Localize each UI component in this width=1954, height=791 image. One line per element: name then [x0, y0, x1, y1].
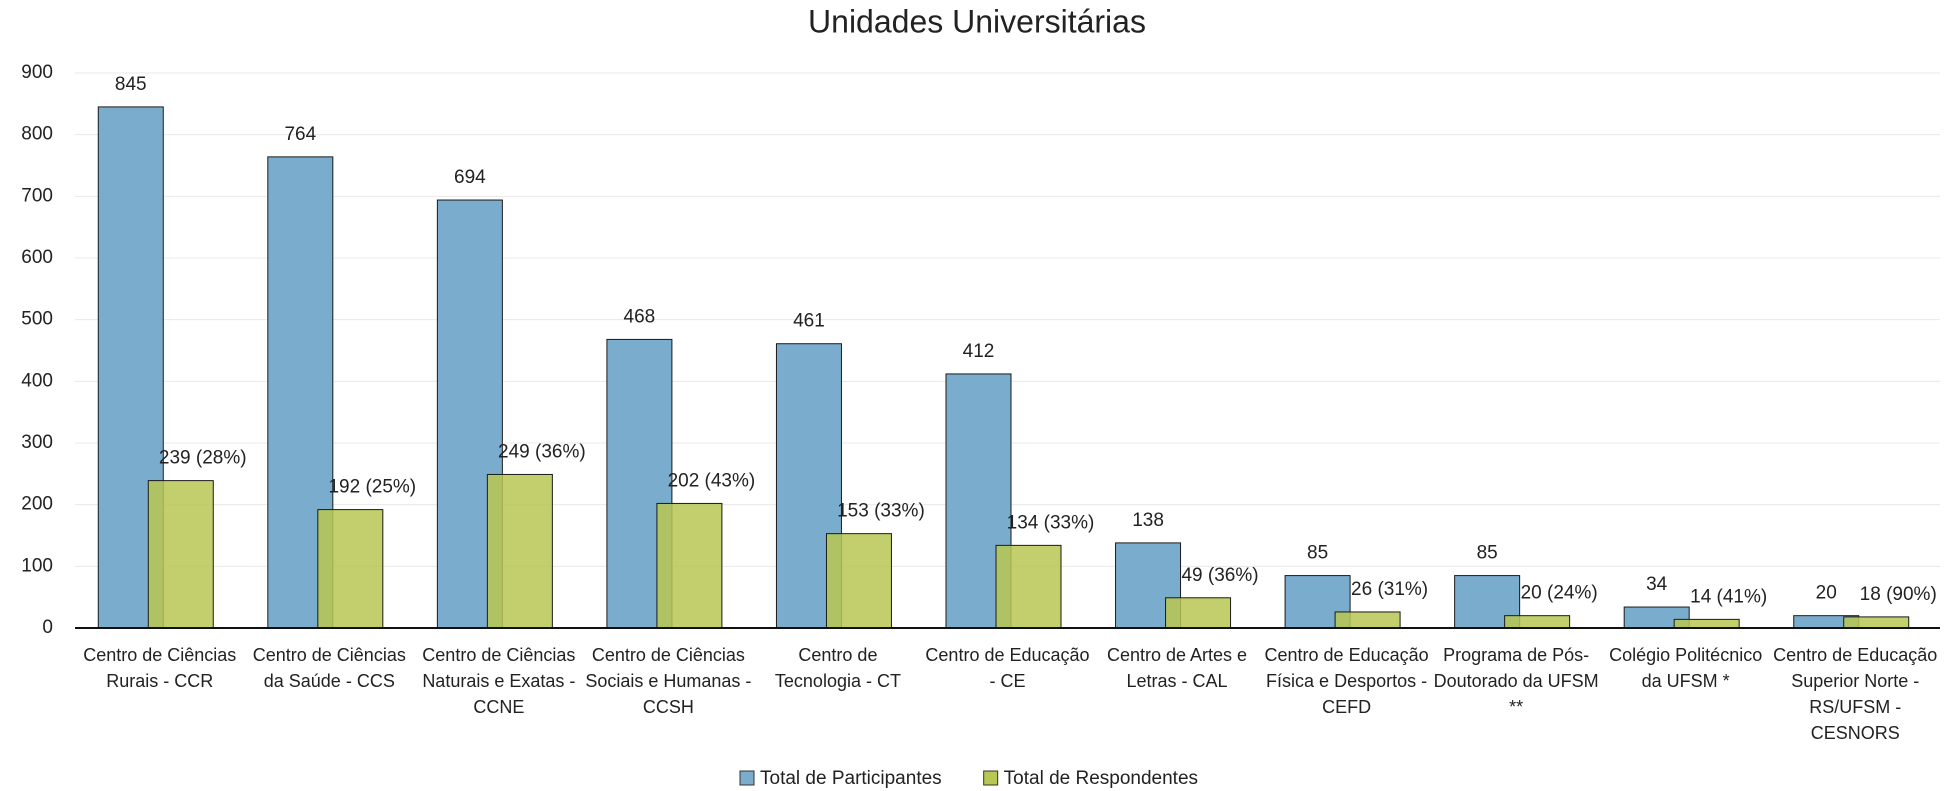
legend-swatch	[739, 770, 755, 786]
bar	[317, 509, 384, 629]
data-label: 20 (24%)	[1521, 583, 1598, 604]
data-label: 764	[284, 124, 316, 145]
y-tick-label: 800	[21, 124, 53, 145]
x-tick-group: Centro de Ciências da Saúde - CCS	[252, 645, 406, 691]
bar	[267, 156, 334, 629]
bar	[825, 533, 892, 629]
x-tick-label: Centro de Ciências Naturais e Exatas - C…	[422, 645, 576, 717]
x-tick-group: Programa de Pós-Doutorado da UFSM **	[1433, 645, 1599, 717]
x-tick-label: Centro de Ciências Sociais e Humanas - C…	[585, 645, 752, 717]
data-label: 249 (36%)	[498, 441, 586, 462]
data-label: 34	[1646, 574, 1668, 595]
data-label: 694	[454, 167, 486, 188]
x-tick-group: Centro de Tecnologia - CT	[774, 645, 901, 691]
y-tick-label: 0	[42, 617, 53, 638]
bar	[147, 480, 214, 629]
data-label: 14 (41%)	[1690, 586, 1767, 607]
legend-swatch	[983, 770, 999, 786]
x-tick-group: Colégio Politécnico da UFSM *	[1609, 645, 1763, 691]
data-label: 461	[793, 311, 825, 332]
chart-title: Unidades Universitárias	[808, 3, 1146, 39]
bar	[1843, 616, 1910, 629]
x-tick-label: Centro de Tecnologia - CT	[774, 645, 901, 691]
bar	[656, 502, 723, 629]
x-tick-label: Centro de Educação Física e Desportos - …	[1264, 645, 1429, 717]
x-tick-label: Centro de Ciências Rurais - CCR	[83, 645, 237, 691]
x-tick-group: Centro de Artes e Letras - CAL	[1106, 645, 1248, 691]
y-tick-label: 900	[21, 62, 53, 83]
data-label: 412	[963, 341, 995, 362]
bar	[1673, 618, 1740, 629]
data-label: 49 (36%)	[1181, 565, 1258, 586]
y-tick-label: 500	[21, 309, 53, 330]
data-label: 239 (28%)	[159, 448, 247, 469]
x-tick-group: Centro de Ciências Rurais - CCR	[83, 645, 237, 691]
x-tick-label: Centro de Artes e Letras - CAL	[1106, 645, 1248, 691]
y-tick-label: 300	[21, 432, 53, 453]
legend-label: Total de Participantes	[760, 768, 942, 789]
x-tick-label: Colégio Politécnico da UFSM *	[1609, 645, 1763, 691]
bar	[486, 473, 553, 629]
x-tick-group: Centro de Educação Superior Norte - RS/U…	[1773, 645, 1938, 743]
data-label: 845	[115, 74, 147, 95]
data-label: 134 (33%)	[1007, 512, 1095, 533]
bar	[1334, 611, 1401, 629]
y-tick-label: 200	[21, 494, 53, 515]
data-label: 85	[1477, 543, 1498, 564]
x-tick-label: Programa de Pós-Doutorado da UFSM **	[1433, 645, 1599, 717]
x-tick-group: Centro de Educação Física e Desportos - …	[1264, 645, 1429, 717]
y-tick-label: 600	[21, 247, 53, 268]
y-tick-label: 100	[21, 555, 53, 576]
data-label: 202 (43%)	[668, 470, 756, 491]
x-tick-group: Centro de Ciências Sociais e Humanas - C…	[585, 645, 752, 717]
data-label: 192 (25%)	[328, 477, 416, 498]
x-tick-label: Centro de Educação Superior Norte - RS/U…	[1773, 645, 1938, 743]
y-tick-label: 400	[21, 370, 53, 391]
data-label: 26 (31%)	[1351, 579, 1428, 600]
data-label: 153 (33%)	[837, 501, 925, 522]
bar	[995, 544, 1062, 629]
x-tick-group: Centro de Educação - CE	[925, 645, 1090, 691]
data-label: 468	[624, 306, 656, 327]
data-label: 20	[1816, 583, 1837, 604]
x-tick-label: Centro de Ciências da Saúde - CCS	[252, 645, 406, 691]
y-tick-label: 700	[21, 185, 53, 206]
bar	[1504, 615, 1571, 629]
data-label: 138	[1132, 510, 1164, 531]
bar	[1165, 597, 1232, 629]
x-tick-label: Centro de Educação - CE	[925, 645, 1090, 691]
data-label: 18 (90%)	[1860, 584, 1937, 605]
data-label: 85	[1307, 543, 1328, 564]
x-tick-group: Centro de Ciências Naturais e Exatas - C…	[422, 645, 576, 717]
legend-label: Total de Respondentes	[1004, 768, 1198, 789]
